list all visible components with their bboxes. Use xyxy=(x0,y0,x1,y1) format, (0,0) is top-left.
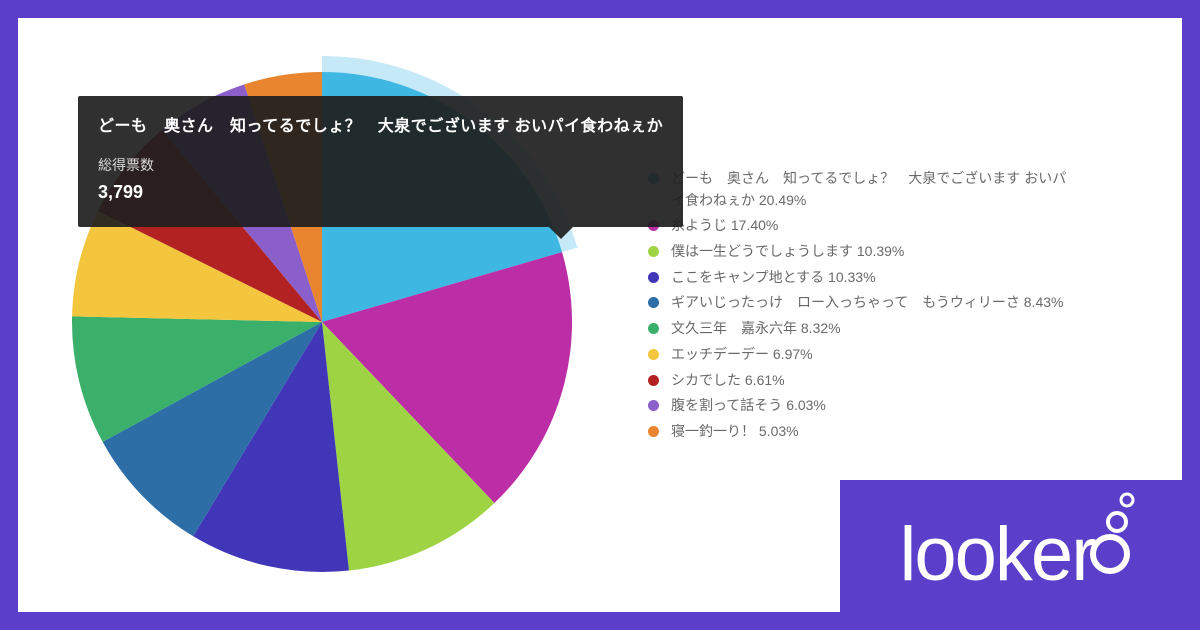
legend-label: 寝一釣一り！ 5.03% xyxy=(671,421,1068,443)
legend-label: 僕は一生どうでしょうします 10.39% xyxy=(671,241,1068,263)
chart-legend: どーも 奥さん 知ってるでしょ？ 大泉でございます おいパイ食わねぇか 20.4… xyxy=(648,168,1068,447)
looker-logo: looker xyxy=(900,517,1141,593)
legend-item[interactable]: 文久三年 嘉永六年 8.32% xyxy=(648,318,1068,340)
legend-color-dot xyxy=(648,375,659,386)
legend-item[interactable]: 腹を割って話そう 6.03% xyxy=(648,395,1068,417)
legend-label: シカでした 6.61% xyxy=(671,370,1068,392)
logo-wordmark: looker xyxy=(900,517,1095,593)
legend-item[interactable]: ここをキャンプ地とする 10.33% xyxy=(648,267,1068,289)
legend-label: 糸ようじ 17.40% xyxy=(671,215,1068,237)
legend-color-dot xyxy=(648,426,659,437)
legend-label: 文久三年 嘉永六年 8.32% xyxy=(671,318,1068,340)
brand-logo-plate: looker xyxy=(840,480,1200,630)
legend-item[interactable]: シカでした 6.61% xyxy=(648,370,1068,392)
legend-label: 腹を割って話そう 6.03% xyxy=(671,395,1068,417)
legend-item[interactable]: 僕は一生どうでしょうします 10.39% xyxy=(648,241,1068,263)
legend-item[interactable]: 寝一釣一り！ 5.03% xyxy=(648,421,1068,443)
tooltip-arrow-icon xyxy=(549,227,573,239)
legend-item[interactable]: 糸ようじ 17.40% xyxy=(648,215,1068,237)
tooltip-title: どーも 奥さん 知ってるでしょ？ 大泉でございます おいパイ食わねぇか xyxy=(98,114,663,140)
legend-color-dot xyxy=(648,272,659,283)
legend-color-dot xyxy=(648,246,659,257)
legend-color-dot xyxy=(648,400,659,411)
logo-bubbles-icon xyxy=(1087,488,1141,578)
legend-label: ギアいじったっけ ロー入っちゃって もうウィリーさ 8.43% xyxy=(671,292,1068,314)
tooltip-metric-label: 総得票数 xyxy=(98,154,663,176)
legend-label: どーも 奥さん 知ってるでしょ？ 大泉でございます おいパイ食わねぇか 20.4… xyxy=(671,168,1068,211)
legend-item[interactable]: どーも 奥さん 知ってるでしょ？ 大泉でございます おいパイ食わねぇか 20.4… xyxy=(648,168,1068,211)
legend-label: エッチデーデー 6.97% xyxy=(671,344,1068,366)
legend-color-dot xyxy=(648,297,659,308)
legend-color-dot xyxy=(648,349,659,360)
legend-item[interactable]: ギアいじったっけ ロー入っちゃって もうウィリーさ 8.43% xyxy=(648,292,1068,314)
legend-color-dot xyxy=(648,323,659,334)
legend-label: ここをキャンプ地とする 10.33% xyxy=(671,267,1068,289)
tooltip-metric-value: 3,799 xyxy=(98,178,663,207)
legend-item[interactable]: エッチデーデー 6.97% xyxy=(648,344,1068,366)
chart-tooltip: どーも 奥さん 知ってるでしょ？ 大泉でございます おいパイ食わねぇか 総得票数… xyxy=(78,96,683,227)
